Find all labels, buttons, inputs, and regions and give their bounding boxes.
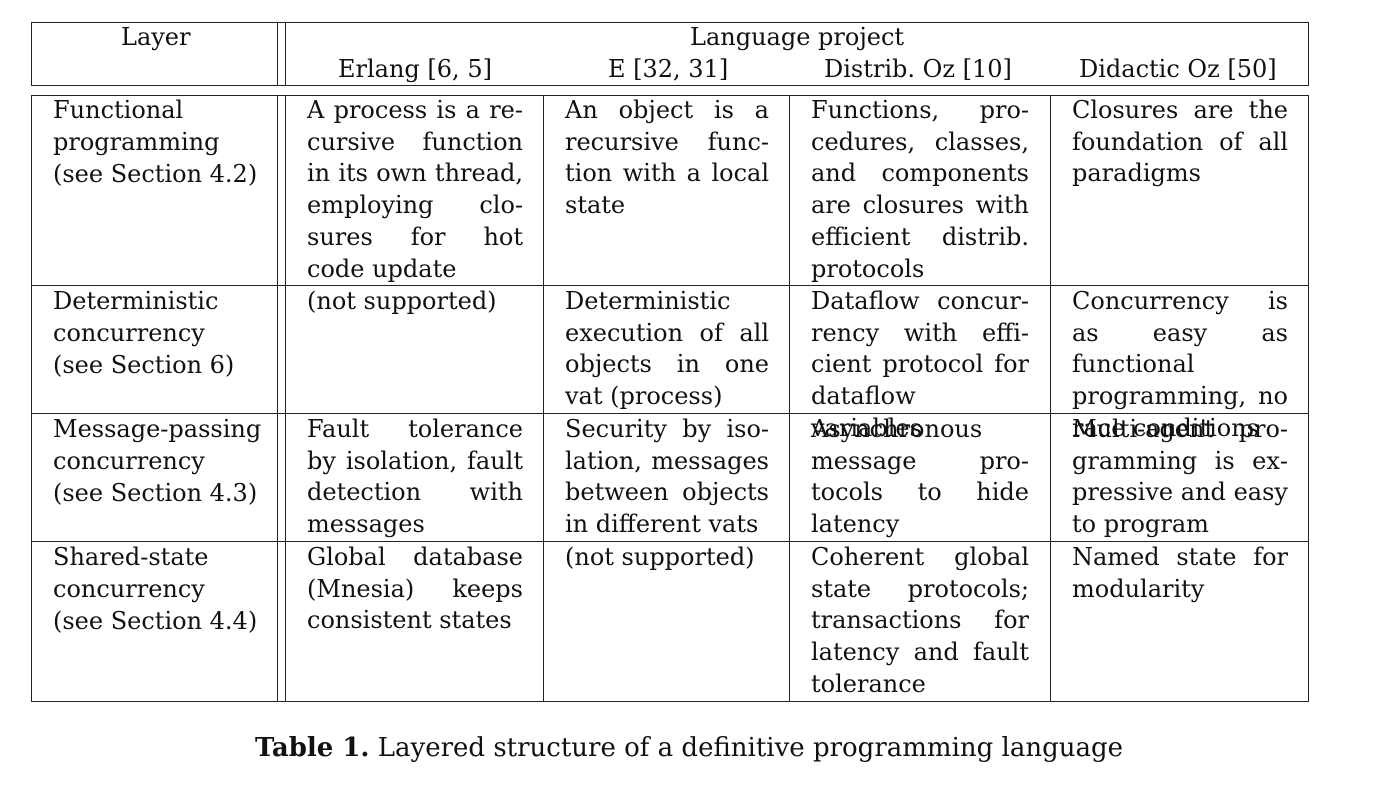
row1-layer-line2: programming xyxy=(53,128,220,156)
body-double-rule-left xyxy=(277,95,278,702)
header-layer: Layer xyxy=(121,23,191,51)
body-double-rule-right xyxy=(285,95,286,702)
row4-erlang-cell: Global database (Mnesia) keeps consisten… xyxy=(307,543,523,635)
row2-e-cell: Deterministic execution of all objects i… xyxy=(565,287,769,411)
row3-e-cell: Security by iso­lation, messages between… xyxy=(565,415,769,539)
col-divider-3 xyxy=(1050,95,1051,702)
caption-text: Layered structure of a definitive progra… xyxy=(377,733,1124,763)
table-header xyxy=(31,22,1309,86)
row1-layer-line3: (see Section 4.2) xyxy=(53,160,258,188)
row3-layer-line3: (see Section 4.3) xyxy=(53,479,258,507)
row4-layer-line1: Shared-state xyxy=(53,543,209,571)
row3-didactic-oz-cell: Multi-agent pro­gramming is ex­pressive … xyxy=(1072,415,1288,539)
row2-erlang-cell: (not supported) xyxy=(307,287,497,315)
header-col-erlang: Erlang [6, 5] xyxy=(338,55,492,83)
row1-e-cell: An object is a recursive func­tion with … xyxy=(565,96,769,220)
col-divider-2 xyxy=(789,95,790,702)
header-col-didactic-oz: Didactic Oz [50] xyxy=(1079,55,1277,83)
row2-layer-line3: (see Section 6) xyxy=(53,351,235,379)
header-col-distrib-oz: Distrib. Oz [10] xyxy=(824,55,1012,83)
row2-distrib-oz-cell: Dataflow concur­rency with effi­cient pr… xyxy=(811,287,1029,442)
row1-erlang-cell: A process is a re­cursive function in it… xyxy=(307,96,523,283)
header-double-rule-right xyxy=(285,22,286,86)
row2-layer-line2: concurrency xyxy=(53,319,205,347)
row4-layer-line3: (see Section 4.4) xyxy=(53,607,258,635)
header-double-rule-left xyxy=(277,22,278,86)
table-caption: Table 1. Layered structure of a definiti… xyxy=(0,733,1378,763)
row2-layer-line1: Deterministic xyxy=(53,287,219,315)
row-divider-1 xyxy=(31,285,1309,286)
row4-distrib-oz-cell: Coherent global state protocols; transac… xyxy=(811,543,1029,698)
header-col-e: E [32, 31] xyxy=(608,55,729,83)
row3-layer-line2: concurrency xyxy=(53,447,205,475)
row3-erlang-cell: Fault tolerance by isolation, fault dete… xyxy=(307,415,523,539)
row3-distrib-oz-cell: Asynchronous message pro­tocols to hide … xyxy=(811,415,1029,539)
row1-layer-line1: Functional xyxy=(53,96,184,124)
row2-didactic-oz-cell: Concurrency is as easy as functional pro… xyxy=(1072,287,1288,442)
row1-distrib-oz-cell: Functions, pro­cedures, classes, and com… xyxy=(811,96,1029,283)
row-divider-3 xyxy=(31,541,1309,542)
table-body xyxy=(31,95,1309,702)
row1-didactic-oz-cell: Closures are the foundation of all parad… xyxy=(1072,96,1288,188)
header-language-project: Language project xyxy=(690,23,905,51)
row4-layer-line2: concurrency xyxy=(53,575,205,603)
row4-didactic-oz-cell: Named state for modularity xyxy=(1072,543,1288,603)
col-divider-1 xyxy=(543,95,544,702)
row3-layer-line1: Message-passing xyxy=(53,415,262,443)
caption-label: Table 1. xyxy=(254,733,370,763)
row4-e-cell: (not supported) xyxy=(565,543,755,571)
row-divider-2 xyxy=(31,413,1309,414)
